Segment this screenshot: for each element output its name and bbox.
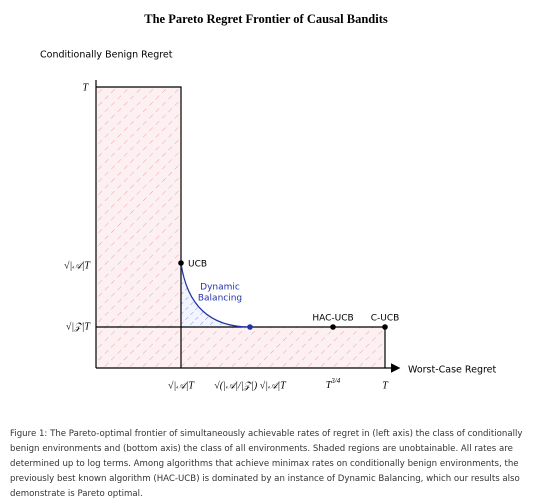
unobtainable-region bbox=[181, 327, 385, 368]
point bbox=[330, 324, 336, 330]
point-label: HAC-UCB bbox=[312, 314, 353, 324]
y-tick-label: √|𝒜|T bbox=[64, 260, 91, 271]
point bbox=[382, 324, 388, 330]
x-tick-label: T3/4 bbox=[326, 377, 341, 392]
unobtainable-region bbox=[96, 87, 181, 368]
y-tick-label: √|𝒵|T bbox=[66, 321, 92, 332]
point bbox=[247, 324, 253, 330]
x-tick-sup: 3/4 bbox=[330, 377, 340, 385]
figure: The Pareto Regret Frontier of Causal Ban… bbox=[40, 12, 497, 392]
x-tick-base: T bbox=[326, 380, 333, 391]
title: The Pareto Regret Frontier of Causal Ban… bbox=[144, 12, 388, 26]
point-label: C-UCB bbox=[371, 314, 400, 324]
y-tick-label: T bbox=[82, 82, 89, 93]
x-tick-label: T bbox=[382, 380, 389, 391]
x-axis-label: Worst-Case Regret bbox=[408, 365, 497, 376]
y-axis-label: Conditionally Benign Regret bbox=[40, 50, 173, 61]
curve-label: Dynamic bbox=[200, 283, 240, 293]
point bbox=[178, 260, 184, 266]
point-label: UCB bbox=[188, 260, 207, 270]
balancing-region bbox=[181, 263, 250, 327]
x-tick-label: √|𝒜|T bbox=[168, 380, 195, 391]
frontier-curve bbox=[180, 262, 251, 328]
frontier-outline bbox=[96, 86, 182, 368]
caption: Figure 1: The Pareto-optimal frontier of… bbox=[10, 429, 523, 499]
curve-label: Balancing bbox=[198, 294, 242, 304]
x-tick-label: √(|𝒜|/|𝒵|) √|𝒜|T bbox=[214, 380, 287, 391]
